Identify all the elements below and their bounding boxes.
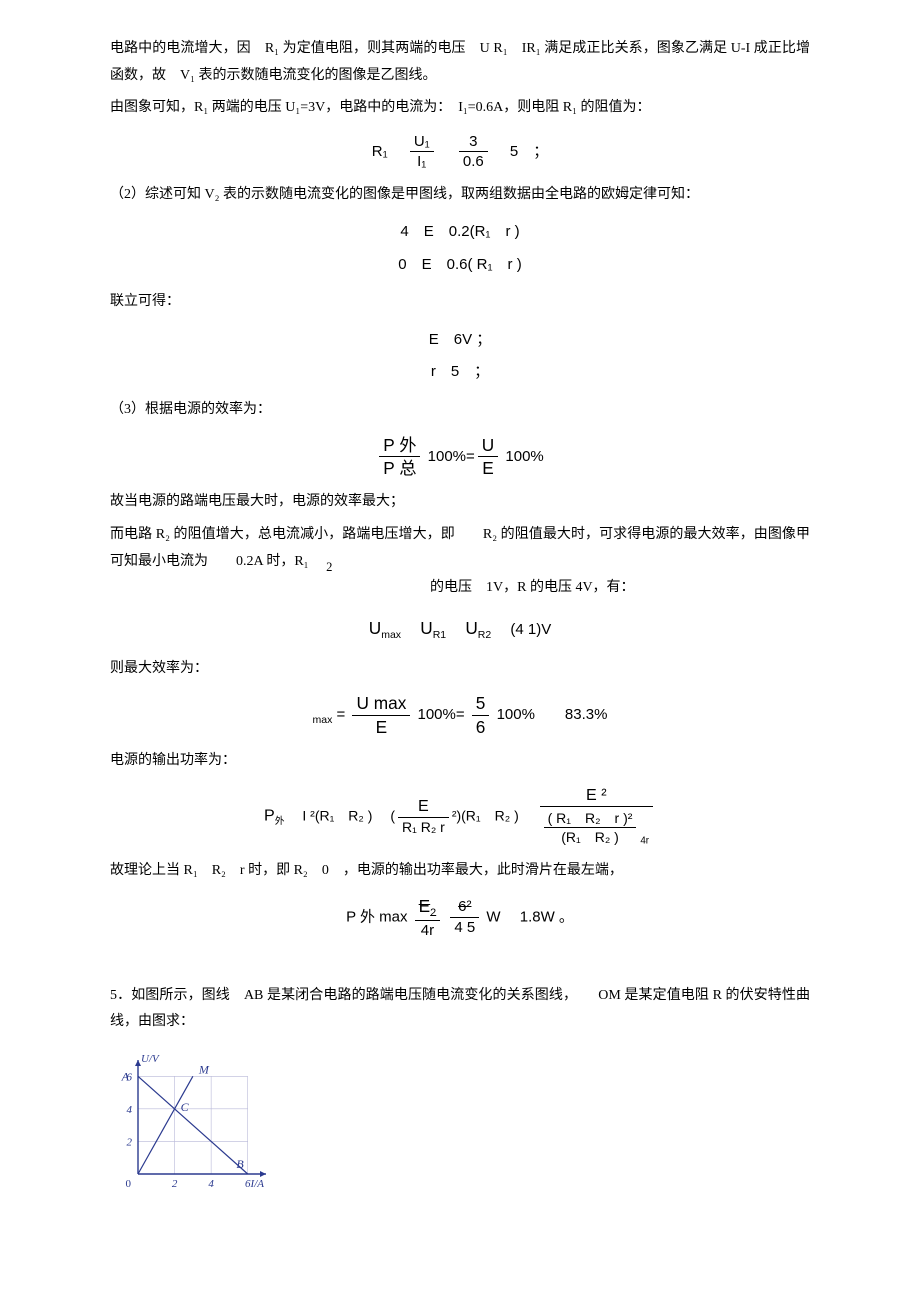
- formula-line: r 5 ；: [110, 358, 810, 387]
- sup-marker: 2: [326, 560, 332, 574]
- f-sym: P: [264, 806, 275, 824]
- f-sym: E: [419, 896, 431, 916]
- svg-text:B: B: [236, 1157, 244, 1171]
- f-den: 6: [472, 716, 490, 738]
- f-den: I₁: [410, 152, 434, 172]
- formula-line: 4 E 0.2(R₁ r ): [110, 218, 810, 247]
- f-num: P 外: [379, 434, 420, 457]
- svg-text:2: 2: [127, 1136, 133, 1148]
- f-sym: U: [420, 618, 432, 638]
- svg-text:4: 4: [127, 1104, 133, 1116]
- formula-line: 0 E 0.6( R₁ r ): [110, 251, 810, 280]
- formula-r1: R₁ U₁I₁ 30.6 5 ；: [110, 132, 810, 172]
- f-sym: U: [465, 618, 477, 638]
- formula-power: P外 I ²(R₁ R₂ ) (ER₁ R₂ r²)(R₁ R₂ ) E ² (…: [110, 785, 810, 848]
- formula-block: E 6V ； r 5 ；: [110, 326, 810, 387]
- f-rhs: 1.8W 。: [520, 908, 574, 925]
- f-lhs: P 外 max: [346, 908, 407, 925]
- f-num: E2: [415, 895, 441, 921]
- f-paren: (: [390, 807, 395, 823]
- svg-text:2: 2: [172, 1178, 178, 1190]
- svg-text:M: M: [198, 1062, 210, 1076]
- f-num: E: [398, 796, 449, 818]
- formula-pmax: P 外 max E24r 6²4 5 W 1.8W 。: [110, 895, 810, 941]
- f-rhs: 5 ；: [510, 143, 548, 160]
- paragraph: 联立可得：: [110, 289, 810, 316]
- f-text: 100%=: [418, 706, 465, 723]
- f-num: U₁: [410, 132, 434, 153]
- f-term: ²)(R₁ R₂ ): [452, 807, 519, 823]
- f-den: P 总: [379, 457, 420, 479]
- f-den: E: [352, 716, 410, 738]
- para-text: 的电压 1V，R 的电压 4V，有：: [430, 575, 635, 602]
- f-num: E ²: [540, 785, 653, 807]
- svg-text:A: A: [121, 1069, 130, 1083]
- f-unit: W: [486, 908, 500, 925]
- f-den: 4 5: [450, 918, 479, 938]
- f-sym: U: [369, 618, 381, 638]
- f-sub: 4r: [640, 835, 649, 846]
- f-sub: R2: [478, 629, 491, 641]
- f-num: 6²: [450, 897, 479, 918]
- f-den: ( R₁ R₂ r )² (R₁ R₂ ) 4r: [540, 807, 653, 848]
- svg-text:C: C: [181, 1100, 190, 1114]
- paragraph: 而电路 R₂ 的阻值增大，总电流减小，路端电压增大，即 R₂ 的阻值最大时，可求…: [110, 522, 810, 602]
- f-term: I ²(R₁ R₂ ): [302, 807, 372, 823]
- f-text: 100%=: [428, 447, 475, 464]
- paragraph: 则最大效率为：: [110, 656, 810, 683]
- svg-text:U/V: U/V: [141, 1053, 160, 1065]
- paragraph: 电源的输出功率为：: [110, 748, 810, 775]
- f-rhs: 100%: [505, 447, 543, 464]
- formula-line: E 6V ；: [110, 326, 810, 355]
- f-num: 5: [472, 692, 490, 715]
- paragraph: （2）综述可知 V₂ 表的示数随电流变化的图像是甲图线，取两组数据由全电路的欧姆…: [110, 182, 810, 209]
- paragraph: （3）根据电源的效率为：: [110, 397, 810, 424]
- paragraph: 故理论上当 R₁ R₂ r 时，即 R₂ 0 ，电源的输出功率最大，此时滑片在最…: [110, 858, 810, 885]
- f-eq: =: [337, 706, 346, 723]
- f-den: R₁ R₂ r: [398, 818, 449, 836]
- formula-block: 4 E 0.2(R₁ r ) 0 E 0.6( R₁ r ): [110, 218, 810, 279]
- f-sub: max: [313, 714, 333, 726]
- f-num: U max: [352, 692, 410, 715]
- f-num: ( R₁ R₂ r )²: [544, 809, 637, 828]
- svg-text:I/A: I/A: [250, 1178, 265, 1190]
- paragraph: 故当电源的路端电压最大时，电源的效率最大；: [110, 489, 810, 516]
- f-den: (R₁ R₂ ): [544, 828, 637, 846]
- f-rhs: 100% 83.3%: [497, 706, 608, 723]
- para-text: 故理论上当 R₁ R₂ r 时，即 R₂ 0 ，电源的输出功率最大，此时滑片在最…: [110, 863, 623, 878]
- f-sub: R1: [433, 629, 446, 641]
- svg-text:4: 4: [208, 1178, 214, 1190]
- formula-umax: Umax UR1 UR2 (4 1)V: [110, 612, 810, 646]
- formula-efficiency: P 外P 总 100%=UE 100%: [110, 434, 810, 480]
- paragraph: 由图象可知，R₁ 两端的电压 U₁=3V，电路中的电流为： I₁=0.6A，则电…: [110, 95, 810, 122]
- ui-chart: 2462460U/VI/AAMCB: [110, 1046, 810, 1207]
- paragraph-q5: 5．如图所示，图线 AB 是某闭合电路的路端电压随电流变化的关系图线， OM 是…: [110, 983, 810, 1036]
- paragraph: 电路中的电流增大，因 R₁ 为定值电阻，则其两端的电压 U R₁ IR₁ 满足成…: [110, 36, 810, 89]
- f-num: 3: [459, 132, 488, 153]
- f-den: E: [478, 457, 498, 479]
- f-num: U: [478, 434, 498, 457]
- f-den: 0.6: [459, 152, 488, 172]
- f-rhs: (4 1)V: [510, 621, 551, 638]
- svg-text:0: 0: [126, 1178, 132, 1190]
- chart-svg: 2462460U/VI/AAMCB: [110, 1046, 280, 1196]
- f-lhs: R₁: [372, 143, 388, 160]
- f-sup: 2: [430, 907, 436, 919]
- para-text: 而电路 R₂ 的阻值增大，总电流减小，路端电压增大，即 R₂ 的阻值最大时，可求…: [110, 527, 810, 569]
- f-sub: 外: [275, 816, 285, 827]
- formula-eff-max: max = U maxE 100%= 56 100% 83.3%: [110, 692, 810, 738]
- f-den: 4r: [415, 921, 441, 941]
- f-sub: max: [381, 629, 401, 641]
